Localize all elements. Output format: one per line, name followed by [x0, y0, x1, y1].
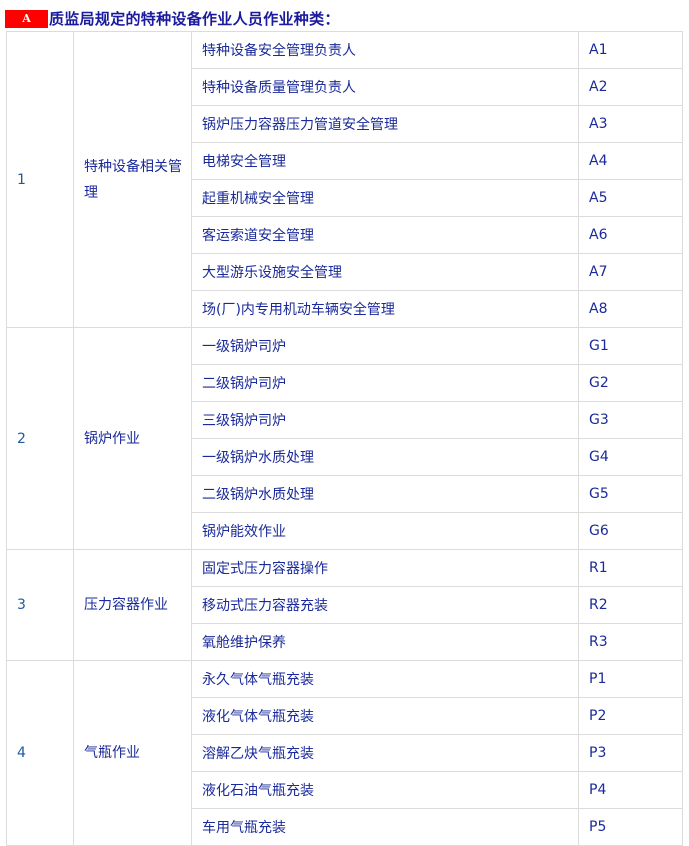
table-row: 锅炉压力容器压力管道安全管理 A3: [7, 105, 683, 143]
item-code-cell: A5: [578, 179, 683, 217]
item-name-cell: 一级锅炉水质处理: [191, 438, 579, 476]
table-row: 4 气瓶作业 永久气体气瓶充装 P1: [6, 660, 683, 846]
item-code-cell: A6: [578, 216, 683, 254]
group-category-cell: 特种设备相关管理: [73, 31, 192, 328]
item-code-cell: A1: [578, 31, 683, 69]
item-code-cell: G2: [578, 364, 683, 402]
item-name-cell: 锅炉压力容器压力管道安全管理: [191, 105, 579, 143]
item-name-cell: 二级锅炉司炉: [191, 364, 579, 402]
table-row: 二级锅炉水质处理 G5: [7, 475, 683, 513]
section-heading: A 质监局规定的特种设备作业人员作业种类：: [5, 8, 340, 29]
table-row: 3 压力容器作业 固定式压力容器操作 R1: [6, 549, 683, 661]
item-code-cell: G5: [578, 475, 683, 513]
item-name-cell: 客运索道安全管理: [191, 216, 579, 254]
table-row: 客运索道安全管理 A6: [7, 216, 683, 254]
table-row: 特种设备质量管理负责人 A2: [7, 68, 683, 106]
group-category-cell: 压力容器作业: [73, 549, 192, 661]
item-code-cell: R2: [578, 586, 683, 624]
table-row: 2 锅炉作业 一级锅炉司炉 G1: [6, 327, 683, 550]
item-name-cell: 场(厂)内专用机动车辆安全管理: [191, 290, 579, 328]
group-category-cell: 锅炉作业: [73, 327, 192, 550]
item-name-cell: 特种设备质量管理负责人: [191, 68, 579, 106]
item-name-cell: 特种设备安全管理负责人: [191, 31, 579, 69]
table-row: 液化气体气瓶充装 P2: [7, 697, 683, 735]
table-row: 1 特种设备相关管理 特种设备安全管理负责人 A1: [6, 31, 683, 328]
item-name-cell: 永久气体气瓶充装: [191, 660, 579, 698]
table-row: 二级锅炉司炉 G2: [7, 364, 683, 402]
item-name-cell: 氧舱维护保养: [191, 623, 579, 661]
item-name-cell: 液化气体气瓶充装: [191, 697, 579, 735]
item-name-cell: 车用气瓶充装: [191, 808, 579, 846]
item-name-cell: 一级锅炉司炉: [191, 327, 579, 365]
item-code-cell: R3: [578, 623, 683, 661]
item-code-cell: G1: [578, 327, 683, 365]
group-category-cell: 气瓶作业: [73, 660, 192, 846]
table-row: 移动式压力容器充装 R2: [7, 586, 683, 624]
table-row: 锅炉能效作业 G6: [7, 512, 683, 550]
item-code-cell: A8: [578, 290, 683, 328]
item-name-cell: 电梯安全管理: [191, 142, 579, 180]
table-row: 大型游乐设施安全管理 A7: [7, 253, 683, 291]
item-name-cell: 锅炉能效作业: [191, 512, 579, 550]
item-code-cell: P3: [578, 734, 683, 772]
item-code-cell: A2: [578, 68, 683, 106]
item-code-cell: P2: [578, 697, 683, 735]
item-code-cell: A7: [578, 253, 683, 291]
table-row: 电梯安全管理 A4: [7, 142, 683, 180]
item-code-cell: G4: [578, 438, 683, 476]
group-number-cell: 4: [6, 660, 74, 846]
item-name-cell: 固定式压力容器操作: [191, 549, 579, 587]
table-row: 溶解乙炔气瓶充装 P3: [7, 734, 683, 772]
item-name-cell: 三级锅炉司炉: [191, 401, 579, 439]
item-name-cell: 二级锅炉水质处理: [191, 475, 579, 513]
item-code-cell: A4: [578, 142, 683, 180]
item-name-cell: 移动式压力容器充装: [191, 586, 579, 624]
item-code-cell: P4: [578, 771, 683, 809]
item-code-cell: P1: [578, 660, 683, 698]
group-number-cell: 1: [6, 31, 74, 328]
item-code-cell: P5: [578, 808, 683, 846]
group-number-cell: 3: [6, 549, 74, 661]
item-code-cell: R1: [578, 549, 683, 587]
table-row: 起重机械安全管理 A5: [7, 179, 683, 217]
item-name-cell: 溶解乙炔气瓶充装: [191, 734, 579, 772]
table-row: 氧舱维护保养 R3: [7, 623, 683, 661]
section-badge: A: [5, 9, 48, 28]
item-name-cell: 液化石油气瓶充装: [191, 771, 579, 809]
table-row: 液化石油气瓶充装 P4: [7, 771, 683, 809]
table-row: 场(厂)内专用机动车辆安全管理 A8: [7, 290, 683, 328]
group-number-cell: 2: [6, 327, 74, 550]
section-title: 质监局规定的特种设备作业人员作业种类：: [49, 10, 340, 28]
operator-category-table: 1 特种设备相关管理 特种设备安全管理负责人 A1 特种设备质量管理负责人 A2 锅炉压力容…: [6, 31, 683, 846]
item-name-cell: 起重机械安全管理: [191, 179, 579, 217]
item-code-cell: G6: [578, 512, 683, 550]
item-name-cell: 大型游乐设施安全管理: [191, 253, 579, 291]
item-code-cell: G3: [578, 401, 683, 439]
table-row: 三级锅炉司炉 G3: [7, 401, 683, 439]
item-code-cell: A3: [578, 105, 683, 143]
